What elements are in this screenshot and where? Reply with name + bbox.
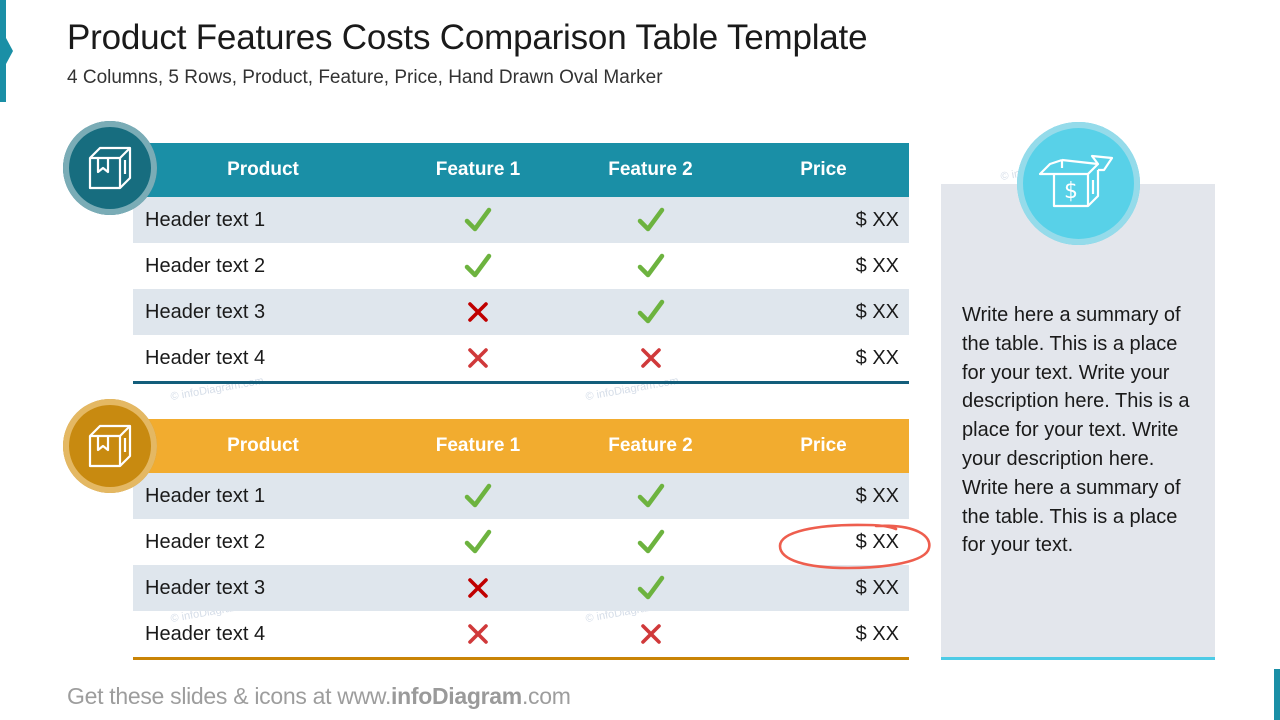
product-cell: Header text 2 — [145, 254, 266, 277]
footer-credit: Get these slides & icons at www.infoDiag… — [67, 683, 571, 710]
feature-2-cell — [563, 528, 738, 556]
table-header: Product Feature 1 Feature 2 Price — [133, 419, 909, 473]
check-icon — [637, 528, 665, 556]
check-icon — [464, 206, 492, 234]
price-cell: $ XX — [855, 254, 899, 277]
cross-icon — [639, 622, 663, 646]
money-box-icon-badge: $ — [1017, 122, 1140, 245]
table-bottom-line — [133, 657, 909, 660]
feature-2-cell — [563, 252, 738, 280]
feature-2-cell — [563, 574, 738, 602]
footer-prefix: Get these slides & icons at www. — [67, 683, 392, 709]
feature-1-cell — [393, 482, 563, 510]
right-accent-bar — [1274, 669, 1280, 720]
price-cell: $ XX — [855, 576, 899, 599]
cross-icon — [466, 346, 490, 370]
feature-1-cell — [393, 622, 563, 646]
footer-brand: infoDiagram — [391, 683, 522, 709]
column-header-price: Price — [800, 159, 847, 180]
table-row: Header text 3 $ XX — [133, 289, 909, 335]
product-cell: Header text 1 — [145, 208, 266, 231]
summary-panel — [941, 184, 1215, 660]
check-icon — [464, 482, 492, 510]
comparison-table-1: Product Feature 1 Feature 2 Price Header… — [133, 143, 909, 384]
column-header-feature-2: Feature 2 — [608, 435, 693, 456]
column-header-product: Product — [227, 435, 299, 456]
table-row: Header text 4 $ XX — [133, 611, 909, 657]
cross-icon — [466, 622, 490, 646]
box-icon — [88, 424, 132, 468]
svg-text:$: $ — [1064, 179, 1078, 204]
table-bottom-line — [133, 381, 909, 384]
check-icon — [464, 252, 492, 280]
feature-2-cell — [563, 206, 738, 234]
feature-1-cell — [393, 576, 563, 600]
feature-2-cell — [563, 482, 738, 510]
feature-2-cell — [563, 298, 738, 326]
check-icon — [637, 206, 665, 234]
price-cell: $ XX — [855, 208, 899, 231]
feature-1-cell — [393, 528, 563, 556]
check-icon — [637, 252, 665, 280]
product-cell: Header text 4 — [145, 346, 266, 369]
slide-subtitle: 4 Columns, 5 Rows, Product, Feature, Pri… — [67, 67, 663, 88]
feature-2-cell — [563, 346, 738, 370]
check-icon — [464, 528, 492, 556]
price-cell: $ XX — [855, 622, 899, 645]
product-cell: Header text 1 — [145, 484, 266, 507]
column-header-feature-1: Feature 1 — [435, 435, 521, 456]
cross-icon — [466, 300, 490, 324]
cross-icon — [466, 576, 490, 600]
product-cell: Header text 4 — [145, 622, 266, 645]
check-icon — [637, 574, 665, 602]
table-row: Header text 1 $ XX — [133, 473, 909, 519]
box-icon-badge-teal — [63, 121, 157, 215]
table-row: Header text 2 $ XX — [133, 243, 909, 289]
money-box-icon: $ — [1038, 154, 1113, 207]
check-icon — [637, 298, 665, 326]
feature-2-cell — [563, 622, 738, 646]
feature-1-cell — [393, 346, 563, 370]
hand-drawn-oval-marker — [778, 523, 931, 570]
box-icon-badge-orange — [63, 399, 157, 493]
comparison-table-2: Product Feature 1 Feature 2 Price Header… — [133, 419, 909, 660]
box-icon — [88, 146, 132, 190]
price-cell: $ XX — [855, 300, 899, 323]
left-accent-bar — [0, 0, 13, 102]
table-row: Header text 4 $ XX — [133, 335, 909, 381]
feature-1-cell — [393, 252, 563, 280]
product-cell: Header text 3 — [145, 300, 266, 323]
product-cell: Header text 3 — [145, 576, 266, 599]
footer-suffix: .com — [521, 683, 571, 709]
feature-1-cell — [393, 206, 563, 234]
summary-text: Write here a summary of the table. This … — [962, 304, 1190, 557]
price-cell: $ XX — [855, 530, 899, 553]
table-row: Header text 1 $ XX — [133, 197, 909, 243]
column-header-product: Product — [227, 159, 299, 180]
table-row: Header text 3 $ XX — [133, 565, 909, 611]
table-header: Product Feature 1 Feature 2 Price — [133, 143, 909, 197]
price-cell: $ XX — [855, 484, 899, 507]
column-header-feature-1: Feature 1 — [435, 159, 521, 180]
feature-1-cell — [393, 300, 563, 324]
price-cell: $ XX — [855, 346, 899, 369]
column-header-price: Price — [800, 435, 847, 456]
product-cell: Header text 2 — [145, 530, 266, 553]
slide-title: Product Features Costs Comparison Table … — [67, 18, 868, 57]
cross-icon — [639, 346, 663, 370]
check-icon — [637, 482, 665, 510]
table-row: Header text 2 $ XX — [133, 519, 909, 565]
column-header-feature-2: Feature 2 — [608, 159, 693, 180]
